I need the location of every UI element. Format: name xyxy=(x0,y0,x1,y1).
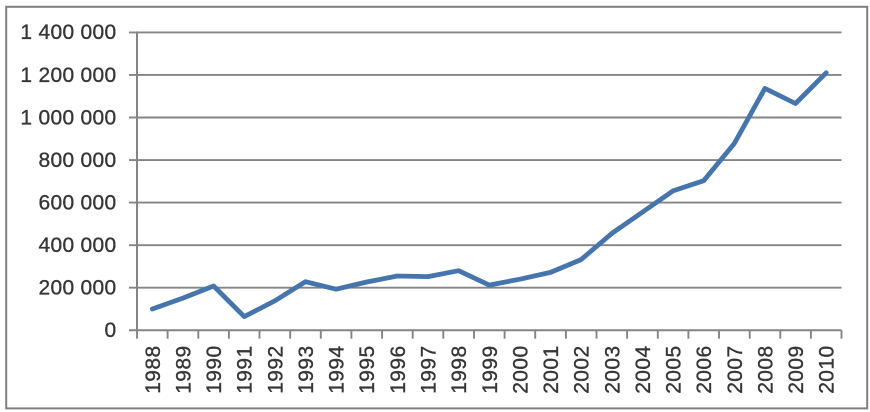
svg-text:1998: 1998 xyxy=(448,345,471,393)
svg-text:0: 0 xyxy=(105,319,117,342)
svg-text:1994: 1994 xyxy=(326,345,349,393)
svg-text:2010: 2010 xyxy=(816,345,839,393)
svg-text:1996: 1996 xyxy=(387,345,410,393)
svg-text:200 000: 200 000 xyxy=(38,277,116,300)
svg-text:2000: 2000 xyxy=(509,345,532,393)
svg-text:1992: 1992 xyxy=(264,345,287,393)
svg-text:600 000: 600 000 xyxy=(38,191,116,214)
svg-text:1990: 1990 xyxy=(203,345,226,393)
svg-text:2005: 2005 xyxy=(663,345,686,393)
svg-text:1995: 1995 xyxy=(356,345,379,393)
svg-text:1991: 1991 xyxy=(234,345,257,393)
svg-text:2007: 2007 xyxy=(724,345,747,393)
svg-text:1997: 1997 xyxy=(418,345,441,393)
svg-text:1999: 1999 xyxy=(479,345,502,393)
svg-text:2003: 2003 xyxy=(601,345,624,393)
svg-text:1 000 000: 1 000 000 xyxy=(20,106,116,129)
svg-text:800 000: 800 000 xyxy=(38,149,116,172)
svg-text:2004: 2004 xyxy=(632,345,655,393)
svg-text:1 400 000: 1 400 000 xyxy=(20,21,116,44)
svg-text:2002: 2002 xyxy=(571,345,594,393)
svg-text:2006: 2006 xyxy=(693,345,716,393)
svg-text:1 200 000: 1 200 000 xyxy=(20,64,116,87)
svg-text:2008: 2008 xyxy=(755,345,778,393)
svg-text:400 000: 400 000 xyxy=(38,234,116,257)
svg-text:1989: 1989 xyxy=(172,345,195,393)
svg-text:2009: 2009 xyxy=(785,345,808,393)
svg-text:2001: 2001 xyxy=(540,345,563,393)
svg-text:1993: 1993 xyxy=(295,345,318,393)
svg-text:1988: 1988 xyxy=(142,345,165,393)
